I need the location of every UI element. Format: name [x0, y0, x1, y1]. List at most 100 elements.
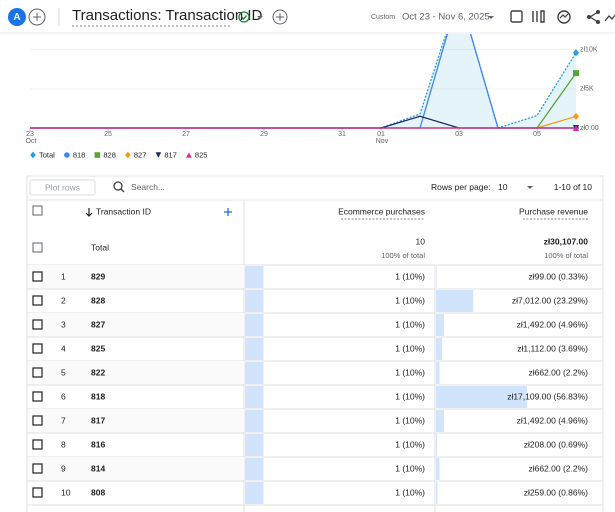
revenue-cell: zł17,109.00 (56.83%)	[507, 391, 588, 401]
table-card	[26, 175, 604, 512]
row-index: 4	[61, 343, 66, 353]
x-tick-label: 03	[455, 131, 463, 138]
add-dimension[interactable]	[224, 208, 232, 216]
revenue-bar	[436, 482, 438, 504]
row-index: 1	[61, 271, 66, 281]
transaction-id: 827	[91, 319, 105, 329]
total-purchases: 10	[416, 236, 426, 246]
date-range[interactable]: Oct 23 - Nov 6, 2025	[402, 12, 490, 23]
plot-rows-button[interactable]	[29, 179, 96, 196]
plot-area	[30, 34, 577, 129]
column-header[interactable]: Transaction ID	[96, 206, 151, 216]
checkbox[interactable]	[32, 343, 43, 354]
x-tick-label: 29	[260, 131, 268, 138]
checkbox[interactable]	[32, 415, 43, 426]
share-dot	[596, 10, 600, 14]
row-shade	[28, 361, 244, 385]
x-tick-label: 25	[104, 131, 112, 138]
total-label: Total	[91, 242, 109, 252]
series-end-marker	[573, 70, 579, 77]
add-comparison[interactable]	[28, 8, 46, 26]
transaction-id: 822	[91, 367, 105, 377]
transaction-id: 808	[91, 487, 105, 497]
checkbox[interactable]	[32, 391, 43, 402]
checkbox[interactable]	[32, 205, 43, 216]
revenue-bar	[436, 386, 527, 408]
title-dropdown[interactable]	[257, 16, 263, 19]
revenue-bar	[436, 362, 440, 384]
purchases-cell: 1 (10%)	[395, 295, 425, 305]
purchases-bar	[245, 314, 264, 336]
search-input[interactable]: Search...	[131, 182, 165, 192]
compare-icon[interactable]	[532, 10, 545, 23]
checkbox[interactable]	[32, 367, 43, 378]
explore-icon[interactable]	[557, 10, 571, 24]
revenue-bar	[436, 458, 440, 480]
checkbox[interactable]	[32, 463, 43, 474]
report-title: Transactions: Transaction ID	[72, 7, 263, 24]
date-dropdown[interactable]	[488, 16, 494, 19]
checkbox[interactable]	[32, 242, 43, 253]
checkbox[interactable]	[32, 295, 43, 306]
add-button[interactable]	[272, 9, 288, 25]
status-icon	[238, 11, 250, 23]
revenue-cell: zł1,492.00 (4.96%)	[517, 319, 589, 329]
checkbox[interactable]	[32, 439, 43, 450]
legend-label: 828	[103, 150, 116, 159]
checkbox[interactable]	[32, 319, 43, 330]
purchases-bar	[245, 482, 264, 504]
row-index: 9	[61, 463, 66, 473]
row-shade	[28, 313, 244, 337]
checkbox[interactable]	[32, 271, 43, 282]
total-revenue: zł30,107.00	[544, 236, 589, 246]
series-area	[30, 34, 576, 128]
search-icon-handle	[120, 188, 125, 193]
revenue-cell: zł99.00 (0.33%)	[528, 271, 588, 281]
transaction-id: 825	[91, 343, 105, 353]
revenue-bar	[436, 290, 474, 312]
series-end-marker	[573, 112, 579, 120]
transaction-id: 828	[91, 295, 105, 305]
legend-marker	[186, 152, 192, 158]
rows-dropdown[interactable]	[527, 186, 533, 189]
column-header[interactable]: Purchase revenue	[519, 206, 588, 216]
x-tick-label: 05	[533, 131, 541, 138]
trend-icon[interactable]	[604, 14, 615, 22]
revenue-cell: zł1,112.00 (3.69%)	[517, 343, 588, 353]
checkbox[interactable]	[32, 487, 43, 498]
y-tick-label: zł5K	[580, 86, 594, 93]
row-shade	[28, 265, 244, 289]
transaction-id: 818	[91, 391, 105, 401]
plot-rows-label: Plot rows	[45, 182, 80, 192]
rows-per-page-value[interactable]: 10	[498, 182, 508, 192]
row-index: 8	[61, 439, 66, 449]
transaction-id: 814	[91, 463, 105, 473]
legend-label: 825	[195, 150, 208, 159]
legend-label: 817	[164, 150, 177, 159]
sort-arrow[interactable]	[85, 208, 93, 217]
transaction-id: 817	[91, 415, 105, 425]
purchases-cell: 1 (10%)	[395, 367, 425, 377]
avatar[interactable]	[8, 8, 26, 26]
avatar-letter: A	[13, 12, 20, 23]
purchases-cell: 1 (10%)	[395, 319, 425, 329]
column-header[interactable]: Ecommerce purchases	[338, 206, 425, 216]
series-end-marker	[573, 125, 579, 131]
transaction-id: 829	[91, 271, 105, 281]
plus-icon	[276, 13, 284, 21]
purchases-cell: 1 (10%)	[395, 391, 425, 401]
total-note: 100% of total	[544, 251, 588, 260]
purchases-cell: 1 (10%)	[395, 487, 425, 497]
search-icon	[113, 181, 123, 191]
date-prefix: Custom	[371, 14, 395, 21]
x-tick-label: 01 Nov	[374, 131, 389, 145]
purchases-bar	[245, 386, 264, 408]
insights-icon[interactable]	[510, 10, 523, 23]
legend-marker	[155, 152, 162, 158]
total-note: 100% of total	[381, 251, 425, 260]
legend-marker	[125, 151, 131, 159]
legend-marker	[30, 151, 36, 159]
row-index: 10	[61, 487, 71, 497]
row-index: 7	[61, 415, 66, 425]
revenue-bar	[436, 266, 437, 288]
